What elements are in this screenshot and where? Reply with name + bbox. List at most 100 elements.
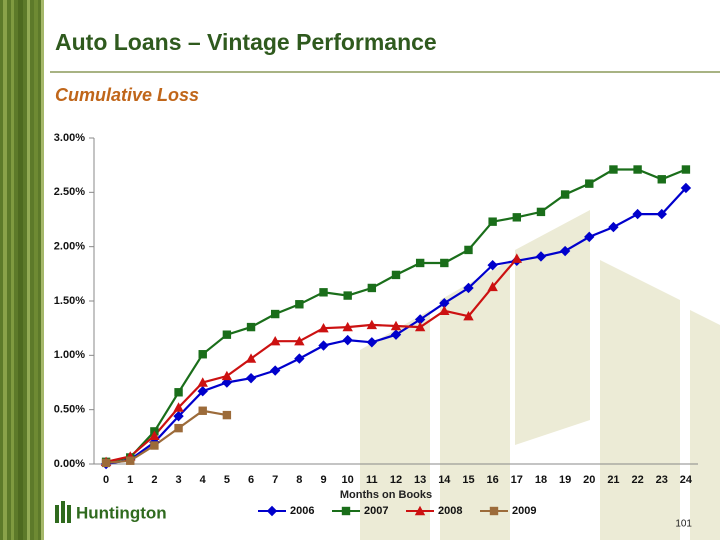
x-tick-label: 18	[535, 474, 547, 486]
x-tick-label: 24	[680, 474, 693, 486]
marker	[439, 305, 450, 315]
marker	[150, 441, 159, 450]
marker	[390, 320, 402, 331]
marker	[391, 270, 401, 280]
left-stripes	[0, 0, 44, 540]
marker	[222, 410, 232, 420]
marker	[198, 350, 207, 359]
x-axis-label: Months on Books	[340, 489, 432, 501]
marker	[487, 259, 498, 271]
y-tick-label: 2.50%	[54, 186, 85, 198]
marker	[174, 388, 183, 397]
x-tick-label: 5	[224, 474, 230, 486]
marker	[342, 334, 353, 346]
subtitle: Cumulative Loss	[55, 85, 199, 105]
marker	[390, 329, 402, 340]
x-tick-label: 9	[320, 474, 326, 486]
marker	[173, 402, 184, 412]
marker	[341, 506, 351, 516]
background-decoration	[360, 210, 720, 540]
marker	[246, 322, 256, 332]
marker	[367, 283, 377, 293]
x-tick-label: 10	[342, 474, 354, 486]
marker	[584, 231, 595, 243]
marker	[197, 377, 208, 387]
x-tick-label: 17	[511, 474, 523, 486]
x-tick-label: 1	[127, 474, 133, 486]
series-line	[105, 257, 518, 463]
marker	[463, 282, 474, 294]
legend-label: 2007	[364, 505, 388, 517]
y-tick-label: 3.00%	[54, 132, 85, 144]
marker	[342, 321, 353, 332]
x-tick-label: 12	[390, 474, 402, 486]
y-tick-label: 1.50%	[54, 295, 85, 307]
x-tick-label: 14	[438, 474, 451, 486]
x-tick-label: 3	[175, 474, 181, 486]
marker	[489, 506, 499, 516]
marker	[271, 309, 280, 319]
series-line	[106, 409, 228, 464]
marker	[366, 337, 378, 348]
page-number: 101	[675, 519, 692, 530]
x-tick-label: 13	[414, 474, 426, 486]
legend-label: 2009	[512, 505, 536, 517]
marker	[343, 291, 352, 300]
marker	[295, 300, 304, 309]
marker	[511, 253, 522, 263]
marker	[149, 430, 160, 440]
x-tick-label: 0	[103, 474, 109, 486]
marker	[657, 175, 666, 184]
marker	[536, 207, 546, 217]
slide-title: Auto Loans – Vintage Performance	[55, 29, 437, 55]
marker	[535, 251, 547, 262]
x-tick-label: 6	[248, 474, 254, 486]
x-tick-label: 19	[559, 474, 571, 486]
marker	[294, 353, 305, 364]
marker	[608, 221, 619, 233]
marker	[318, 322, 329, 333]
marker	[415, 258, 425, 268]
marker	[609, 165, 618, 174]
logo: Huntington	[55, 501, 167, 523]
y-tick-label: 0.00%	[54, 458, 85, 470]
marker	[414, 321, 426, 332]
marker	[318, 340, 329, 351]
x-tick-label: 22	[631, 474, 643, 486]
marker	[463, 311, 474, 321]
marker	[656, 208, 667, 220]
y-tick-label: 0.50%	[54, 404, 85, 416]
marker	[174, 423, 183, 433]
logo-text: Huntington	[76, 503, 167, 522]
marker	[414, 505, 426, 516]
marker	[270, 365, 281, 376]
marker	[245, 372, 257, 384]
x-tick-label: 20	[583, 474, 595, 486]
marker	[270, 336, 281, 346]
marker	[560, 190, 570, 199]
marker	[559, 245, 571, 257]
x-tick-label: 2	[151, 474, 157, 486]
marker	[197, 385, 208, 397]
marker	[414, 314, 426, 325]
marker	[439, 297, 450, 309]
marker	[633, 165, 642, 174]
y-tick-label: 2.00%	[54, 241, 85, 253]
marker	[512, 213, 521, 222]
marker	[222, 330, 232, 339]
marker	[366, 319, 378, 330]
marker	[487, 281, 498, 292]
marker	[101, 458, 111, 468]
y-tick-label: 1.00%	[54, 349, 85, 361]
x-tick-label: 15	[462, 474, 474, 486]
legend-label: 2006	[290, 505, 314, 517]
legend-label: 2008	[438, 505, 462, 517]
marker	[440, 258, 449, 268]
marker	[680, 182, 692, 194]
marker	[126, 456, 135, 465]
marker	[488, 217, 497, 226]
marker	[245, 353, 257, 363]
marker	[319, 288, 328, 297]
marker	[585, 179, 594, 188]
